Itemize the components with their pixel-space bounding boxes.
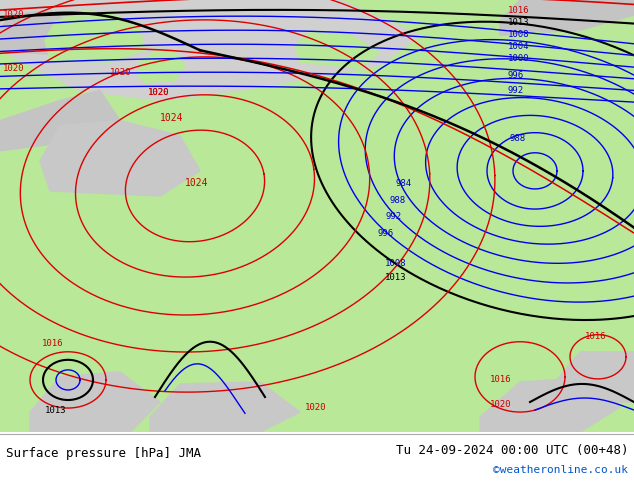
Polygon shape [138, 50, 185, 82]
Polygon shape [528, 32, 580, 65]
Text: 1020: 1020 [3, 64, 25, 73]
Text: 1000: 1000 [508, 54, 529, 63]
Text: 1020: 1020 [3, 10, 25, 19]
Polygon shape [500, 0, 634, 35]
Text: 1013: 1013 [45, 406, 67, 415]
Text: 1020: 1020 [148, 88, 169, 97]
Text: 1020: 1020 [490, 399, 512, 409]
Text: 1016: 1016 [490, 375, 512, 385]
Polygon shape [40, 121, 200, 196]
Text: 984: 984 [395, 179, 411, 189]
Text: 1013: 1013 [385, 273, 406, 282]
Polygon shape [0, 0, 420, 100]
Text: Surface pressure [hPa] JMA: Surface pressure [hPa] JMA [6, 446, 201, 460]
Polygon shape [0, 0, 634, 432]
Polygon shape [30, 372, 160, 432]
Text: 1016: 1016 [42, 339, 63, 348]
Polygon shape [480, 377, 620, 432]
Text: 1016: 1016 [508, 5, 529, 15]
Text: 1024: 1024 [185, 178, 209, 188]
Polygon shape [0, 91, 120, 151]
Text: 996: 996 [508, 71, 524, 80]
Text: ©weatheronline.co.uk: ©weatheronline.co.uk [493, 465, 628, 475]
Text: 1016: 1016 [585, 332, 607, 341]
Text: 996: 996 [378, 229, 394, 238]
Text: 1004: 1004 [508, 42, 529, 51]
Polygon shape [0, 0, 634, 131]
Text: 1020: 1020 [148, 88, 169, 97]
Text: Tu 24-09-2024 00:00 UTC (00+48): Tu 24-09-2024 00:00 UTC (00+48) [396, 443, 628, 457]
Text: 1008: 1008 [508, 30, 529, 39]
Polygon shape [0, 10, 80, 55]
Text: 988: 988 [390, 196, 406, 204]
Text: 1008: 1008 [385, 259, 406, 268]
Polygon shape [45, 10, 145, 62]
Polygon shape [150, 382, 300, 432]
Polygon shape [295, 32, 380, 68]
Text: 992: 992 [385, 212, 401, 220]
Text: 988: 988 [510, 134, 526, 143]
Text: 1013: 1013 [508, 18, 529, 26]
Polygon shape [550, 352, 634, 402]
Text: 992: 992 [508, 86, 524, 95]
Text: 1020: 1020 [305, 403, 327, 412]
Text: 1024: 1024 [160, 113, 183, 122]
Text: 1020: 1020 [110, 68, 131, 77]
